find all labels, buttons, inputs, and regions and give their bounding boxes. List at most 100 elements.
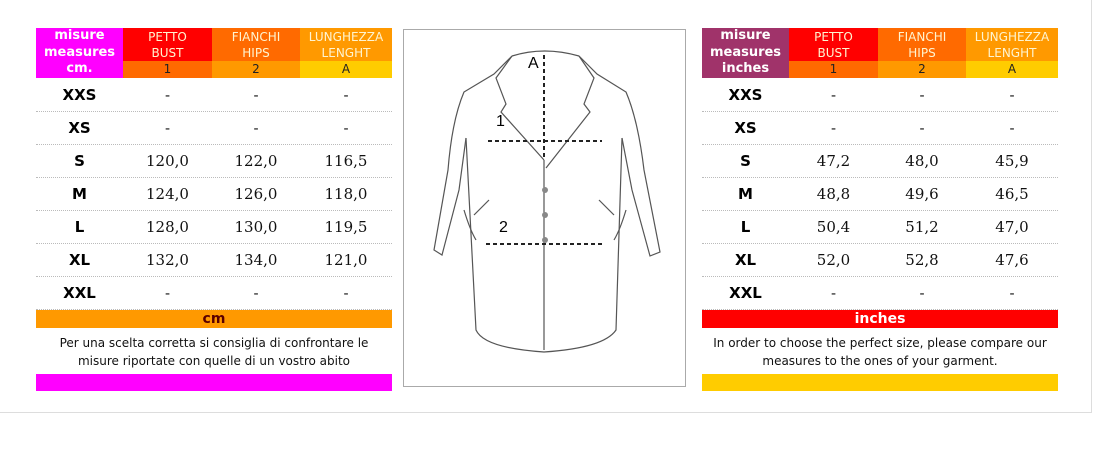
table-row: XL 52,0 52,8 47,6	[702, 244, 1058, 277]
size-label: L	[74, 217, 85, 236]
header-bust: PETTO BUST	[123, 28, 212, 62]
header-hips: FIANCHI HIPS	[878, 28, 966, 62]
header-length: LUNGHEZZA LENGHT	[966, 28, 1058, 62]
size-label: L	[740, 217, 751, 236]
size-label: S	[740, 151, 751, 170]
cell-value: -	[1009, 283, 1015, 302]
table-row: XXL - - -	[36, 277, 392, 310]
size-label: XXL	[63, 283, 96, 302]
cell-value: -	[253, 118, 259, 137]
size-label: M	[72, 184, 87, 203]
header-bust: PETTO BUST	[789, 28, 878, 62]
size-label: XS	[68, 118, 91, 137]
cell-value: 134,0	[234, 250, 278, 269]
table-row: S 47,2 48,0 45,9	[702, 145, 1058, 178]
size-advice-note: Per una scelta corretta si consiglia di …	[59, 335, 369, 368]
cell-value: 47,6	[995, 250, 1029, 269]
key-2: 2	[212, 61, 300, 78]
size-label: S	[74, 151, 85, 170]
cell-value: -	[164, 283, 171, 302]
page-frame	[0, 0, 1092, 413]
cell-value: 132,0	[146, 250, 189, 269]
cell-value: 50,4	[816, 217, 851, 236]
cell-value: 126,0	[234, 184, 278, 203]
table-row: XXL - - -	[702, 277, 1058, 310]
coat-illustration: A 1 2	[433, 50, 661, 353]
cell-value: -	[919, 85, 925, 104]
cell-value: 52,0	[816, 250, 851, 269]
table-row: XXS - - -	[36, 79, 392, 112]
cell-value: -	[830, 283, 837, 302]
cell-value: -	[253, 85, 259, 104]
table-row: S 120,0 122,0 116,5	[36, 145, 392, 178]
footer-bar	[36, 373, 392, 391]
size-label: M	[738, 184, 753, 203]
size-advice-note: In order to choose the perfect size, ple…	[713, 335, 1047, 368]
cell-value: 116,5	[324, 151, 368, 170]
cell-value: 51,2	[905, 217, 939, 236]
cell-value: 47,2	[816, 151, 851, 170]
size-label: XL	[734, 250, 757, 269]
size-table-inches: misure measures inches PETTO BUST FIANCHI HI…	[702, 28, 1058, 391]
cell-value: -	[919, 283, 925, 302]
table-row: L 50,4 51,2 47,0	[702, 211, 1058, 244]
cell-value: 48,8	[816, 184, 851, 203]
cell-value: -	[1009, 118, 1015, 137]
header-hips: FIANCHI HIPS	[212, 28, 300, 62]
table-row: XXS - - -	[702, 79, 1058, 112]
table-row: XS - - -	[36, 112, 392, 145]
cell-value: -	[164, 85, 171, 104]
size-table-cm: misure measures cm. PETTO BUST FIANCHI HIPS …	[36, 28, 392, 391]
size-label: XXS	[62, 85, 97, 104]
cell-value: 49,6	[905, 184, 939, 203]
cell-value: 46,5	[995, 184, 1029, 203]
key-a: A	[300, 61, 392, 78]
key-1: 1	[789, 61, 878, 78]
cell-value: 48,0	[905, 151, 939, 170]
cell-value: -	[253, 283, 259, 302]
unit-bar: cm	[36, 309, 392, 328]
key-a: A	[966, 61, 1058, 78]
cell-value: 119,5	[324, 217, 368, 236]
header-length: LUNGHEZZA LENGHT	[300, 28, 392, 62]
cell-value: 121,0	[324, 250, 368, 269]
cell-value: -	[830, 85, 837, 104]
cell-value: -	[343, 118, 349, 137]
cell-value: -	[919, 118, 925, 137]
coat-diagram: A 1 2	[403, 29, 686, 387]
table-header: misure measures inches PETTO BUST FIANCHI HI…	[702, 28, 1058, 78]
measures-label: misure measures inches	[702, 28, 789, 78]
size-label: XXS	[728, 85, 763, 104]
label-a: A	[528, 55, 539, 72]
cell-value: 118,0	[324, 184, 368, 203]
table-row: XL 132,0 134,0 121,0	[36, 244, 392, 277]
cell-value: 52,8	[905, 250, 939, 269]
table-row: M 124,0 126,0 118,0	[36, 178, 392, 211]
table-row: XS - - -	[702, 112, 1058, 145]
measures-label: misure measures cm.	[36, 28, 123, 78]
cell-value: 45,9	[995, 151, 1029, 170]
cell-value: -	[1009, 85, 1015, 104]
table-row: M 48,8 49,6 46,5	[702, 178, 1058, 211]
unit-bar: inches	[702, 309, 1058, 328]
size-label: XS	[734, 118, 757, 137]
label-1: 1	[496, 113, 505, 130]
cell-value: -	[343, 85, 349, 104]
table-header: misure measures cm. PETTO BUST FIANCHI HIPS …	[36, 28, 392, 78]
cell-value: 128,0	[146, 217, 189, 236]
footer-bar	[702, 373, 1058, 391]
size-label: XL	[68, 250, 91, 269]
label-2: 2	[499, 219, 508, 236]
button-icons	[542, 187, 548, 243]
size-label: XXL	[729, 283, 762, 302]
key-2: 2	[878, 61, 966, 78]
cell-value: -	[830, 118, 837, 137]
cell-value: 47,0	[995, 217, 1029, 236]
table-row: L 128,0 130,0 119,5	[36, 211, 392, 244]
cell-value: 130,0	[234, 217, 278, 236]
cell-value: 124,0	[146, 184, 189, 203]
key-1: 1	[123, 61, 212, 78]
cell-value: -	[343, 283, 349, 302]
cell-value: 122,0	[234, 151, 278, 170]
